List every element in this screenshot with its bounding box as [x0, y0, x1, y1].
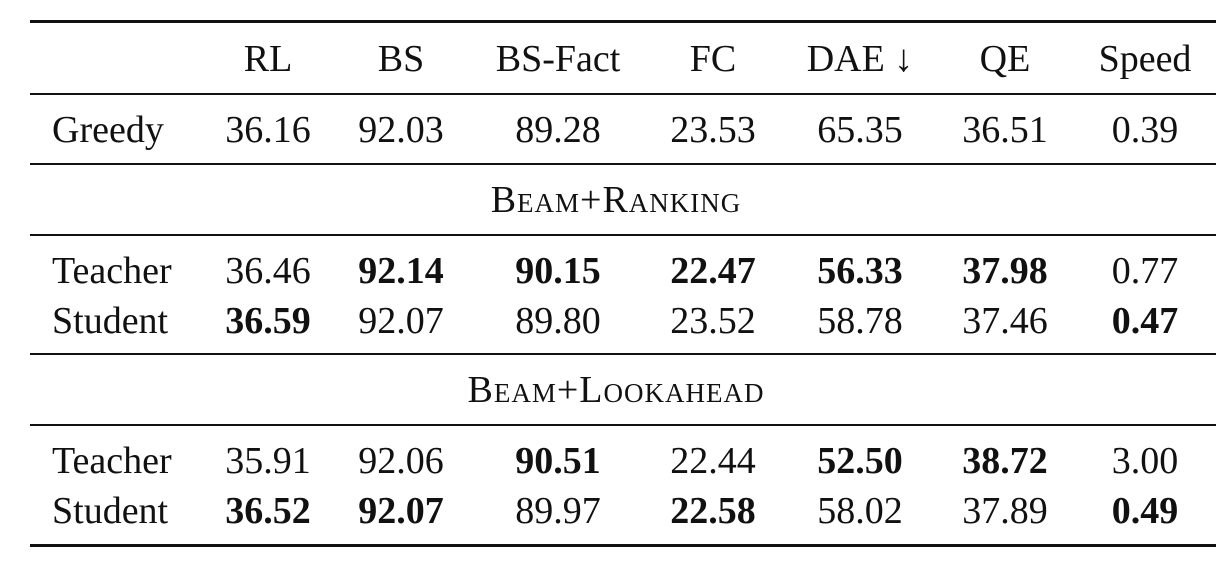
lookahead-student-speed: 0.49	[1111, 490, 1179, 532]
ranking-teacher-bs: 92.14	[358, 250, 444, 292]
greedy-speed: 0.39	[1111, 109, 1179, 151]
header-bs: BS	[377, 38, 425, 80]
bottom-rule	[30, 544, 1216, 547]
lookahead-student-dae: 58.02	[817, 490, 903, 532]
ranking-student-rl: 36.59	[225, 300, 311, 342]
ranking-teacher-speed: 0.77	[1111, 250, 1179, 292]
ranking-student-fc: 23.52	[670, 300, 756, 342]
greedy-qe: 36.51	[962, 109, 1048, 151]
header-dae: DAE ↓	[806, 38, 914, 80]
row-label-ranking-teacher: Teacher	[52, 250, 172, 292]
ranking-teacher-fc: 22.47	[670, 250, 756, 292]
ranking-student-bs-fact: 89.80	[515, 300, 601, 342]
lookahead-teacher-qe: 38.72	[962, 440, 1048, 482]
greedy-bs: 92.03	[358, 109, 444, 151]
header-rl: RL	[243, 38, 293, 80]
ranking-teacher-rl: 36.46	[225, 250, 311, 292]
top-rule	[30, 20, 1216, 23]
header-rule	[30, 93, 1216, 95]
row-label-ranking-student: Student	[52, 300, 169, 342]
section-title-beam-lookahead: Beam+Lookahead	[467, 369, 765, 411]
row-label-lookahead-student: Student	[52, 490, 169, 532]
lookahead-student-bs-fact: 89.97	[515, 490, 601, 532]
ranking-teacher-qe: 37.98	[962, 250, 1048, 292]
lookahead-teacher-bs: 92.06	[358, 440, 444, 482]
greedy-dae: 65.35	[817, 109, 903, 151]
lookahead-student-rl: 36.52	[225, 490, 311, 532]
greedy-rl: 36.16	[225, 109, 311, 151]
header-fc: FC	[689, 38, 737, 80]
lookahead-student-fc: 22.58	[670, 490, 756, 532]
ranking-teacher-dae: 56.33	[817, 250, 903, 292]
row-label-lookahead-teacher: Teacher	[52, 440, 172, 482]
section-1-end-rule	[30, 353, 1216, 355]
greedy-rule	[30, 163, 1216, 165]
lookahead-teacher-rl: 35.91	[225, 440, 311, 482]
ranking-teacher-bs-fact: 90.15	[515, 250, 601, 292]
section-1-rule	[30, 234, 1216, 236]
lookahead-teacher-bs-fact: 90.51	[515, 440, 601, 482]
section-2-rule	[30, 424, 1216, 426]
lookahead-teacher-speed: 3.00	[1111, 440, 1179, 482]
lookahead-student-bs: 92.07	[358, 490, 444, 532]
greedy-bs-fact: 89.28	[515, 109, 601, 151]
header-qe: QE	[979, 38, 1031, 80]
lookahead-teacher-fc: 22.44	[670, 440, 756, 482]
ranking-student-dae: 58.78	[817, 300, 903, 342]
lookahead-teacher-dae: 52.50	[817, 440, 903, 482]
header-speed: Speed	[1098, 38, 1192, 80]
ranking-student-qe: 37.46	[962, 300, 1048, 342]
section-title-beam-ranking: Beam+Ranking	[490, 179, 742, 221]
row-label-greedy: Greedy	[52, 109, 164, 151]
header-bs-fact: BS-Fact	[495, 38, 621, 80]
ranking-student-bs: 92.07	[358, 300, 444, 342]
ranking-student-speed: 0.47	[1111, 300, 1179, 342]
lookahead-student-qe: 37.89	[962, 490, 1048, 532]
greedy-fc: 23.53	[670, 109, 756, 151]
